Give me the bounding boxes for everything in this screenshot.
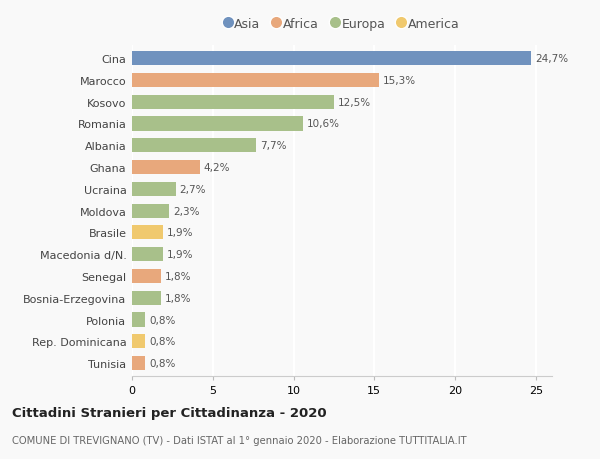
Text: 0,8%: 0,8% — [149, 315, 175, 325]
Bar — [132, 95, 334, 110]
Text: 1,9%: 1,9% — [167, 228, 193, 238]
Text: 0,8%: 0,8% — [149, 358, 175, 368]
Text: 15,3%: 15,3% — [383, 76, 416, 86]
Text: 4,2%: 4,2% — [204, 162, 230, 173]
Bar — [132, 313, 145, 327]
Text: 12,5%: 12,5% — [338, 97, 371, 107]
Bar — [132, 182, 176, 196]
Text: 1,8%: 1,8% — [165, 271, 191, 281]
Bar — [132, 204, 169, 218]
Bar — [132, 139, 256, 153]
Legend: Asia, Africa, Europa, America: Asia, Africa, Europa, America — [222, 15, 462, 33]
Text: 7,7%: 7,7% — [260, 141, 287, 151]
Text: 2,7%: 2,7% — [179, 185, 206, 195]
Text: 2,3%: 2,3% — [173, 206, 200, 216]
Text: Cittadini Stranieri per Cittadinanza - 2020: Cittadini Stranieri per Cittadinanza - 2… — [12, 406, 326, 419]
Bar — [132, 117, 303, 131]
Bar — [132, 269, 161, 284]
Text: 10,6%: 10,6% — [307, 119, 340, 129]
Bar — [132, 226, 163, 240]
Bar — [132, 161, 200, 175]
Text: 1,8%: 1,8% — [165, 293, 191, 303]
Text: 0,8%: 0,8% — [149, 336, 175, 347]
Bar — [132, 356, 145, 370]
Text: COMUNE DI TREVIGNANO (TV) - Dati ISTAT al 1° gennaio 2020 - Elaborazione TUTTITA: COMUNE DI TREVIGNANO (TV) - Dati ISTAT a… — [12, 435, 467, 445]
Text: 24,7%: 24,7% — [535, 54, 568, 64]
Bar — [132, 73, 379, 88]
Bar — [132, 52, 531, 66]
Text: 1,9%: 1,9% — [167, 250, 193, 260]
Bar — [132, 247, 163, 262]
Bar — [132, 335, 145, 349]
Bar — [132, 291, 161, 305]
